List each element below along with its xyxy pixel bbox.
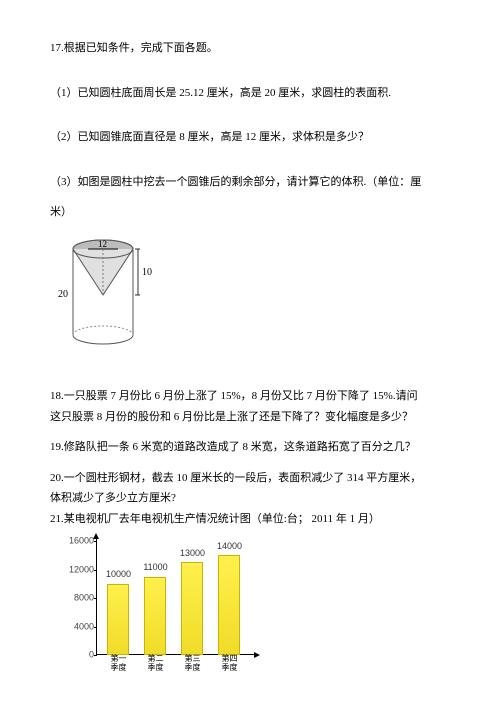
x-category-label: 第四季度 <box>213 655 246 673</box>
q19: 19.修路队把一条 6 米宽的道路改造成了 8 米宽，这条道路拓宽了百分之几？ <box>50 439 450 456</box>
q17-part2: （2）已知圆锥底面直径是 8 厘米，高是 12 厘米，求体积是多少？ <box>50 129 450 146</box>
q17-part1: （1）已知圆柱底面周长是 25.12 厘米，高是 20 厘米，求圆柱的表面积. <box>50 85 450 102</box>
x-axis-arrow-icon <box>254 652 260 658</box>
fig-cyl-height: 20 <box>58 289 68 300</box>
q20-line1: 20.一个圆柱形钢材，截去 10 厘米长的一段后，表面积减少了 314 平方厘米… <box>50 470 450 487</box>
y-tick-label: 4000 <box>58 620 94 634</box>
x-category-label: 第二季度 <box>139 655 172 673</box>
q18-line1: 18.一只股票 7 月份比 6 月份上涨了 15%，8 月份又比 7 月份下降了… <box>50 388 450 405</box>
bar-group: 13000 <box>176 547 209 655</box>
q18-line2: 这只股票 8 月份的股份和 6 月份比是上涨了还是下降了？变化幅度是多少？ <box>50 409 450 426</box>
q21: 21.某电视机厂去年电视机生产情况统计图（单位:台； 2011 年 1 月） <box>50 511 450 528</box>
fig-cone-height: 10 <box>142 267 152 278</box>
bar-value-label: 11000 <box>143 561 167 575</box>
bar <box>181 562 203 655</box>
x-category-label: 第一季度 <box>102 655 135 673</box>
bar-group: 14000 <box>213 540 246 655</box>
y-tick-label: 16000 <box>58 534 94 548</box>
q17-stem: 17.根据已知条件，完成下面各题。 <box>50 40 450 57</box>
bar <box>218 555 240 655</box>
y-tick-label: 8000 <box>58 591 94 605</box>
tv-production-bar-chart: 10000 11000 13000 14000 第一季度第二季度第三季度第四季度 0 4… <box>58 533 450 673</box>
q20-line2: 体积减少了多少立方厘米? <box>50 490 450 507</box>
q17-part3-line1: （3）如图是圆柱中挖去一个圆锥后的剩余部分，请计算它的体积.（单位：厘 <box>50 174 450 191</box>
bar-group: 10000 <box>102 568 135 655</box>
y-tick-label: 12000 <box>58 563 94 577</box>
bar-value-label: 10000 <box>106 568 131 582</box>
y-tick-label: 0 <box>58 648 94 662</box>
bar-value-label: 13000 <box>180 547 205 561</box>
x-category-label: 第三季度 <box>176 655 209 673</box>
bar <box>144 577 166 655</box>
bar <box>107 584 129 655</box>
cylinder-cone-figure: 12 10 20 <box>58 235 450 361</box>
bar-value-label: 14000 <box>217 540 242 554</box>
q17-part3-line2: 米） <box>50 204 450 221</box>
bar-group: 11000 <box>139 561 172 655</box>
fig-top-diameter: 12 <box>98 239 107 249</box>
